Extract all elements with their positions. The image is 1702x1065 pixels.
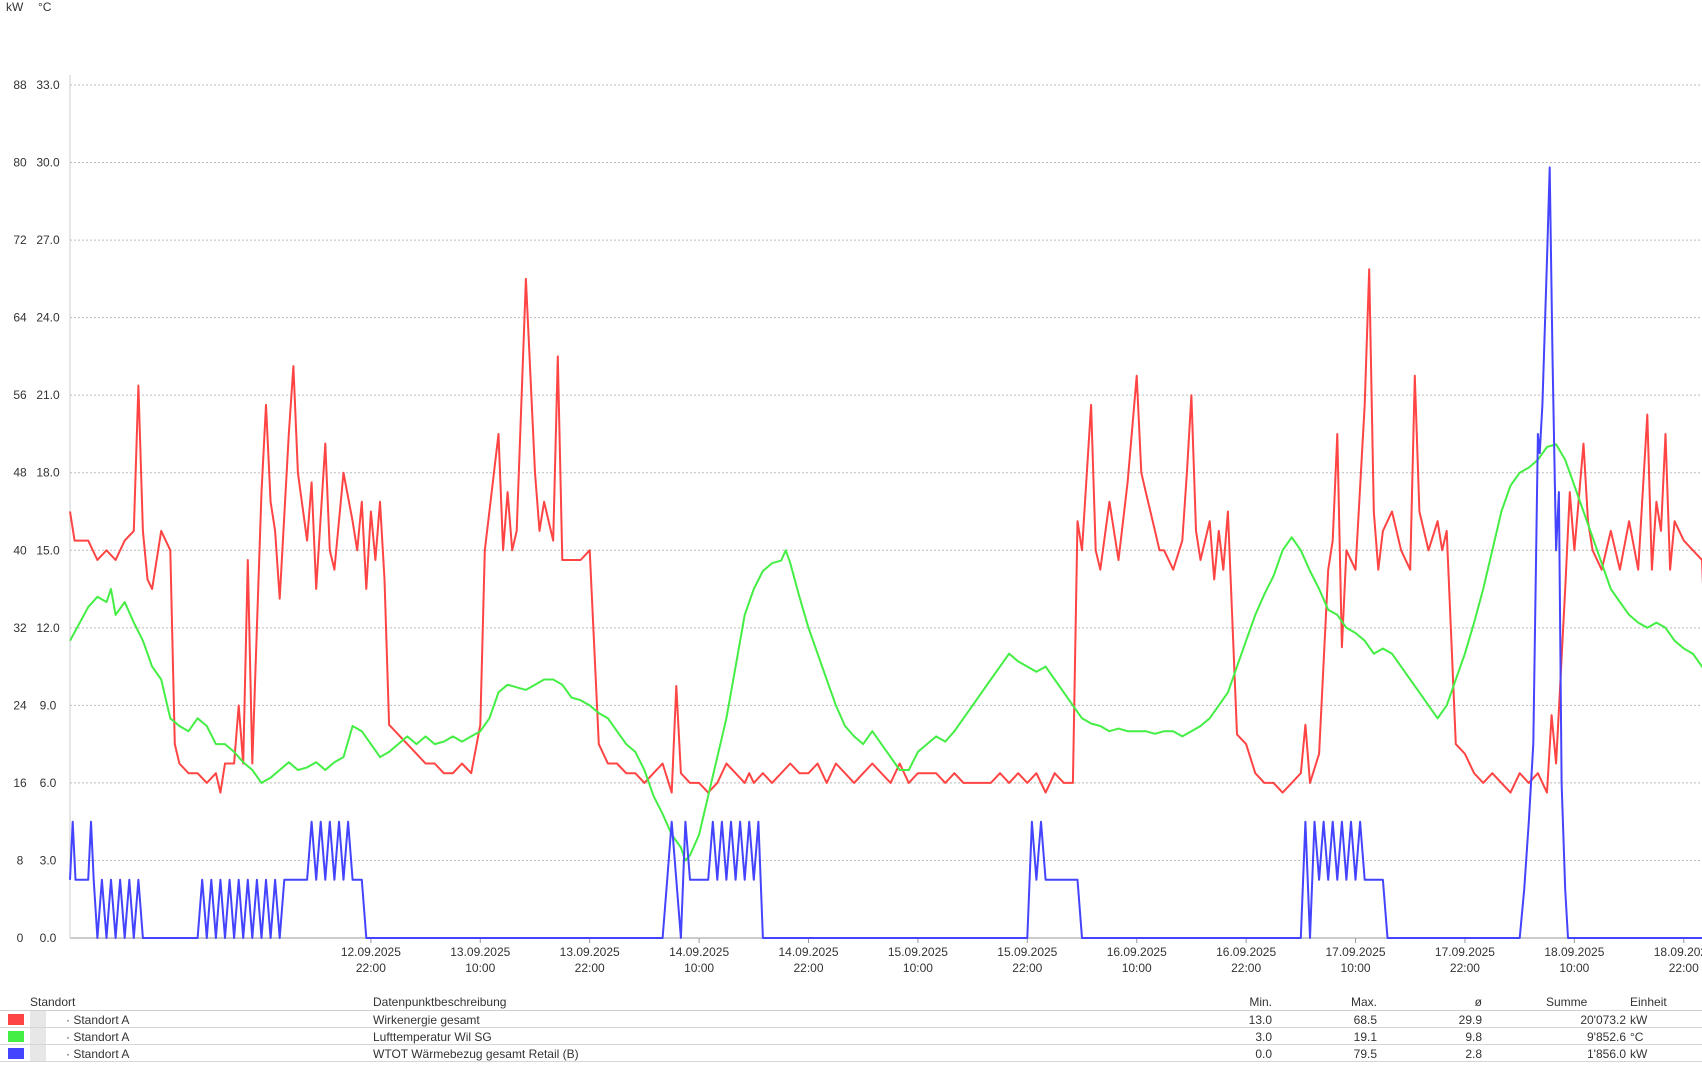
- x-tick-time: 10:00: [903, 961, 933, 975]
- legend-max: 68.5: [1353, 1013, 1377, 1027]
- temp-tick-label: 33.0: [36, 78, 60, 92]
- x-axis-ticks: 12.09.2025 22:00 13.09.2025 10:00 13.09.2025…: [341, 938, 1702, 975]
- kw-tick-label: 16: [13, 776, 27, 790]
- x-tick-date: 14.09.2025: [669, 945, 729, 959]
- temp-tick-label: 0.0: [40, 931, 57, 945]
- legend-header: Standort Datenpunktbeschreibung Min. Max…: [0, 993, 1702, 1011]
- x-tick-date: 16.09.2025: [1216, 945, 1276, 959]
- series-color-swatch: [8, 1014, 24, 1025]
- legend-site: · Standort A: [66, 1013, 130, 1027]
- legend-min: 0.0: [1255, 1047, 1272, 1061]
- legend-avg: 2.8: [1465, 1047, 1482, 1061]
- series-lines: [69, 166, 1702, 939]
- legend-desc: WTOT Wärmebezug gesamt Retail (B): [373, 1047, 579, 1061]
- gridlines: [69, 75, 1702, 939]
- x-tick-date: 15.09.2025: [997, 945, 1057, 959]
- x-tick-time: 22:00: [356, 961, 386, 975]
- series-line: [69, 443, 1702, 862]
- y-axis-ticks: 0 0.0 8 3.0 16 6.0 24 9.0 32 12.0 40 15.0 48 18.0 56 21…: [13, 78, 60, 945]
- temp-tick-label: 27.0: [36, 233, 60, 247]
- x-tick-date: 17.09.2025: [1326, 945, 1386, 959]
- x-tick-time: 22:00: [1669, 961, 1699, 975]
- x-tick-date: 16.09.2025: [1107, 945, 1167, 959]
- site-placeholder-box: [30, 1011, 46, 1027]
- legend-max: 79.5: [1353, 1047, 1377, 1061]
- legend-header-max: Max.: [1350, 995, 1377, 1009]
- site-placeholder-box: [30, 1045, 46, 1061]
- legend-avg: 29.9: [1458, 1013, 1482, 1027]
- legend-header-avg: ø: [1474, 995, 1482, 1009]
- x-tick-date: 12.09.2025: [341, 945, 401, 959]
- temp-axis-unit: °C: [38, 0, 52, 14]
- x-tick-time: 22:00: [1231, 961, 1261, 975]
- temp-tick-label: 12.0: [36, 621, 60, 635]
- legend-header-sum: Summe: [1546, 995, 1588, 1009]
- temp-tick-label: 15.0: [36, 543, 60, 557]
- legend-min: 13.0: [1248, 1013, 1272, 1027]
- legend-row[interactable]: · Standort A Lufttemperatur Wil SG 3.0 1…: [0, 1028, 1702, 1045]
- legend-row[interactable]: · Standort A Wirkenergie gesamt 13.0 68.…: [0, 1011, 1702, 1028]
- kw-tick-label: 40: [13, 543, 27, 557]
- x-tick-time: 22:00: [793, 961, 823, 975]
- kw-tick-label: 80: [13, 156, 27, 170]
- x-tick-time: 10:00: [465, 961, 495, 975]
- x-tick-time: 22:00: [1450, 961, 1480, 975]
- site-placeholder-box: [30, 1028, 46, 1044]
- series-line: [69, 166, 1702, 939]
- legend-header-unit: Einheit: [1630, 995, 1667, 1009]
- kw-tick-label: 8: [17, 853, 24, 867]
- line-chart: kW °C 0 0.0 8 3.0 16 6.0 24 9.0 32 12.0 40 15.0 48 18…: [6, 0, 1702, 975]
- kw-tick-label: 48: [13, 466, 27, 480]
- legend-max: 19.1: [1353, 1030, 1377, 1044]
- legend-header-site: Standort: [30, 995, 76, 1009]
- legend-sum: 1'856.0: [1587, 1047, 1626, 1061]
- kw-tick-label: 64: [13, 311, 27, 325]
- temp-tick-label: 9.0: [40, 698, 57, 712]
- legend-desc: Lufttemperatur Wil SG: [373, 1030, 492, 1044]
- temp-tick-label: 21.0: [36, 388, 60, 402]
- kw-tick-label: 24: [13, 698, 27, 712]
- legend-table: Standort Datenpunktbeschreibung Min. Max…: [0, 993, 1702, 1062]
- x-tick-date: 14.09.2025: [778, 945, 838, 959]
- temp-tick-label: 18.0: [36, 466, 60, 480]
- x-tick-date: 17.09.2025: [1435, 945, 1495, 959]
- x-tick-time: 10:00: [684, 961, 714, 975]
- kw-tick-label: 56: [13, 388, 27, 402]
- legend-sum: 9'852.6: [1587, 1030, 1626, 1044]
- legend-sum: 20'073.2: [1580, 1013, 1626, 1027]
- x-tick-date: 18.09.2025: [1544, 945, 1604, 959]
- x-tick-date: 15.09.2025: [888, 945, 948, 959]
- legend-header-min: Min.: [1249, 995, 1272, 1009]
- x-tick-time: 22:00: [575, 961, 605, 975]
- temp-tick-label: 3.0: [40, 853, 57, 867]
- legend-row[interactable]: · Standort A WTOT Wärmebezug gesamt Reta…: [0, 1045, 1702, 1062]
- legend-site: · Standort A: [66, 1047, 130, 1061]
- kw-tick-label: 72: [13, 233, 27, 247]
- legend-avg: 9.8: [1465, 1030, 1482, 1044]
- kw-tick-label: 88: [13, 78, 27, 92]
- x-tick-time: 10:00: [1122, 961, 1152, 975]
- kw-tick-label: 0: [17, 931, 24, 945]
- x-tick-date: 18.09.2025: [1654, 945, 1702, 959]
- kw-axis-unit: kW: [6, 0, 24, 14]
- legend-unit: kW: [1630, 1047, 1648, 1061]
- legend-site: · Standort A: [66, 1030, 130, 1044]
- temp-tick-label: 24.0: [36, 311, 60, 325]
- legend-header-desc: Datenpunktbeschreibung: [373, 995, 507, 1009]
- legend-desc: Wirkenergie gesamt: [373, 1013, 480, 1027]
- x-tick-time: 10:00: [1559, 961, 1589, 975]
- x-tick-date: 13.09.2025: [560, 945, 620, 959]
- x-tick-time: 22:00: [1012, 961, 1042, 975]
- temp-tick-label: 30.0: [36, 156, 60, 170]
- series-line: [69, 268, 1702, 794]
- series-color-swatch: [8, 1031, 24, 1042]
- legend-unit: °C: [1630, 1030, 1644, 1044]
- x-tick-date: 13.09.2025: [450, 945, 510, 959]
- series-color-swatch: [8, 1048, 24, 1059]
- legend-unit: kW: [1630, 1013, 1648, 1027]
- kw-tick-label: 32: [13, 621, 27, 635]
- legend-min: 3.0: [1255, 1030, 1272, 1044]
- x-tick-time: 10:00: [1341, 961, 1371, 975]
- temp-tick-label: 6.0: [40, 776, 57, 790]
